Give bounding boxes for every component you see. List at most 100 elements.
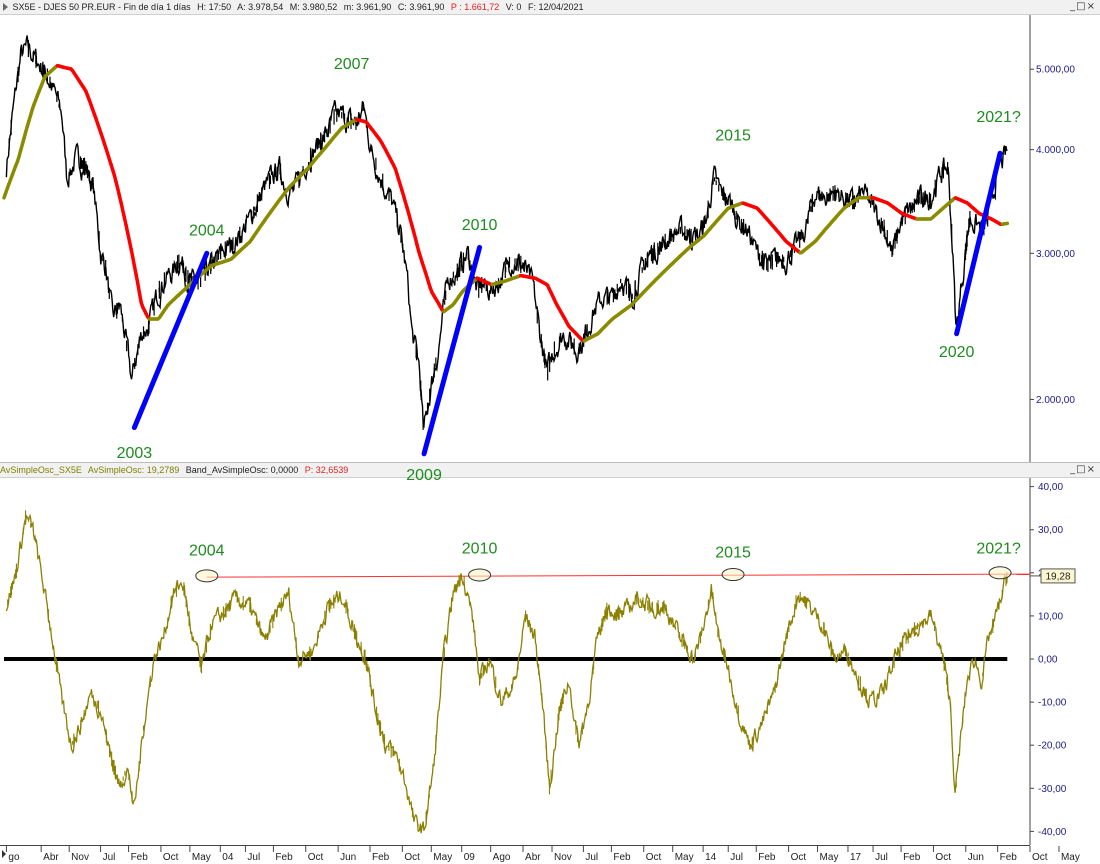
peak-marker: [195, 569, 219, 583]
year-annotation: 2010: [462, 217, 498, 234]
oscillator-annotations: 2004 2010 2015 2021?: [189, 540, 1021, 561]
open-readout: A: 3.978,54: [237, 2, 284, 12]
year-annotation: 2021?: [976, 109, 1021, 126]
p-readout: P : 1.661,72: [450, 2, 500, 12]
scroll-left-icon[interactable]: [2, 850, 6, 858]
price-axis-ticks: 5.000,00 4.000,00 3.000,00 2.000,00: [1030, 65, 1075, 406]
current-value-label: 19,28: [1045, 571, 1070, 582]
oscillator-axis-tick-label: 30,00: [1038, 525, 1063, 536]
date-axis-label: Oct: [308, 852, 324, 863]
oscillator-axis-tick-label: 40,00: [1038, 482, 1063, 493]
date-axis-label: May: [820, 852, 839, 863]
date-axis-label: Nov: [554, 852, 572, 863]
year-annotation: 2007: [334, 56, 370, 73]
oscillator-window-title: AvSimpleOsc_SX5E: [0, 465, 82, 475]
peak-marker: [988, 566, 1012, 580]
date-axis-label: Abr: [43, 852, 59, 863]
band-value-readout: Band_AvSimpleOsc: 0,0000: [185, 465, 299, 475]
date-axis-label: Jul: [103, 852, 116, 863]
year-annotation: 2009: [406, 467, 442, 484]
date-axis-label: Feb: [613, 852, 631, 863]
current-value-tag: 19,28: [1030, 568, 1076, 584]
date-axis-labels: go Abr Nov Jul Feb Oct May 04 Jul Feb Oct Jun Feb Oct…: [2, 846, 1080, 863]
date-axis-label: Oct: [935, 852, 951, 863]
oscillator-series-line: [5, 513, 1008, 834]
date-axis-label: Feb: [1000, 852, 1018, 863]
year-annotation: 2004: [189, 223, 225, 240]
year-annotation: 2010: [462, 540, 498, 557]
date-axis-label: 04: [222, 852, 234, 863]
date-axis-label: Feb: [275, 852, 293, 863]
price-annotations: 2003 2004 2007 2009 2010 2015 2020 2021?: [117, 56, 1021, 484]
trend-line: [421, 244, 483, 457]
date-axis-label: Jun: [340, 852, 356, 863]
date-axis-label: 09: [464, 852, 476, 863]
trend-line: [131, 250, 210, 431]
date-axis-label: Oct: [163, 852, 179, 863]
price-axis-tick-label: 4.000,00: [1036, 145, 1075, 156]
date-axis-label: Jul: [585, 852, 598, 863]
high-readout: M: 3.980,52: [289, 2, 338, 12]
trend-line: [954, 150, 1003, 337]
date-axis-label: 14: [705, 852, 717, 863]
oscillator-axis-tick-label: 0,00: [1038, 655, 1058, 666]
oscillator-window-buttons[interactable]: _□×: [1070, 464, 1096, 475]
date-axis-label: Jul: [875, 852, 888, 863]
date-axis-label: Abr: [525, 852, 541, 863]
date-axis-label: May: [192, 852, 211, 863]
year-annotation: 2015: [715, 128, 751, 145]
date-axis-label: Jul: [247, 852, 260, 863]
year-annotation: 2004: [189, 543, 225, 560]
oscillator-axis-tick-label: -20,00: [1038, 741, 1067, 752]
date-readout: F: 12/04/2021: [527, 2, 584, 12]
year-annotation: 2015: [715, 545, 751, 562]
oscillator-axis-tick-label: -10,00: [1038, 698, 1067, 709]
date-axis-label: May: [1061, 852, 1080, 863]
peak-marker: [721, 568, 745, 582]
price-noise: [8, 40, 996, 430]
price-axis-tick-label: 2.000,00: [1036, 395, 1075, 406]
date-axis-label: May: [675, 852, 694, 863]
close-readout: C: 3.961,90: [397, 2, 445, 12]
year-annotation: 2003: [117, 445, 153, 462]
price-axis-tick-label: 5.000,00: [1036, 65, 1075, 76]
date-axis-label: Nov: [71, 852, 89, 863]
oscillator-value-readout: AvSimpleOsc: 19,2789: [87, 465, 180, 475]
price-window-title: SX5E - DJES 50 PR.EUR - Fin de día 1 día…: [12, 2, 191, 12]
price-series-line: [5, 35, 1008, 429]
resistance-line: [206, 573, 1031, 578]
date-axis-label: Oct: [404, 852, 420, 863]
time-readout: H: 17:50: [197, 2, 232, 12]
price-window-titlebar: SX5E - DJES 50 PR.EUR - Fin de día 1 día…: [0, 0, 1100, 15]
date-axis-label: Jun: [968, 852, 984, 863]
peak-marker: [468, 568, 492, 582]
year-annotation: 2020: [939, 344, 975, 361]
oscillator-axis-tick-label: -30,00: [1038, 784, 1067, 795]
oscillator-window-titlebar: AvSimpleOsc_SX5E AvSimpleOsc: 19,2789 Ba…: [0, 463, 1100, 478]
oscillator-noise: [7, 510, 1008, 833]
oscillator-panel[interactable]: 40,0030,0020,0010,000,00-10,00-20,00-30,…: [4, 478, 1076, 845]
price-window-buttons[interactable]: _□×: [1070, 1, 1096, 12]
titlebar-arrow-icon: [0, 0, 10, 14]
trend-lines: [131, 150, 1003, 457]
date-axis-label: May: [433, 852, 452, 863]
volume-readout: V: 0: [505, 2, 522, 12]
date-axis-label: Feb: [372, 852, 390, 863]
price-axis-tick-label: 3.000,00: [1036, 249, 1075, 260]
date-axis-label: Oct: [791, 852, 807, 863]
oscillator-axis-tick-label: -40,00: [1038, 827, 1067, 838]
oscillator-p-readout: P: 32,6539: [304, 465, 349, 475]
oscillator-peak-markers: [195, 566, 1012, 583]
date-axis-label: Ago: [493, 852, 511, 863]
moving-average-line: [2, 63, 1010, 343]
date-axis-label: 17: [850, 852, 862, 863]
year-annotation: 2021?: [976, 540, 1021, 557]
date-axis[interactable]: go Abr Nov Jul Feb Oct May 04 Jul Feb Oct Jun Feb Oct…: [0, 845, 1080, 864]
oscillator-axis-ticks: 40,0030,0020,0010,000,00-10,00-20,00-30,…: [1030, 482, 1067, 838]
date-axis-label: Feb: [758, 852, 776, 863]
price-panel[interactable]: 5.000,004.000,003.000,002.000,00 2003200…: [2, 15, 1075, 484]
date-axis-label: Oct: [1032, 852, 1048, 863]
low-readout: m: 3.961,90: [343, 2, 392, 12]
oscillator-axis-tick-label: 10,00: [1038, 611, 1063, 622]
